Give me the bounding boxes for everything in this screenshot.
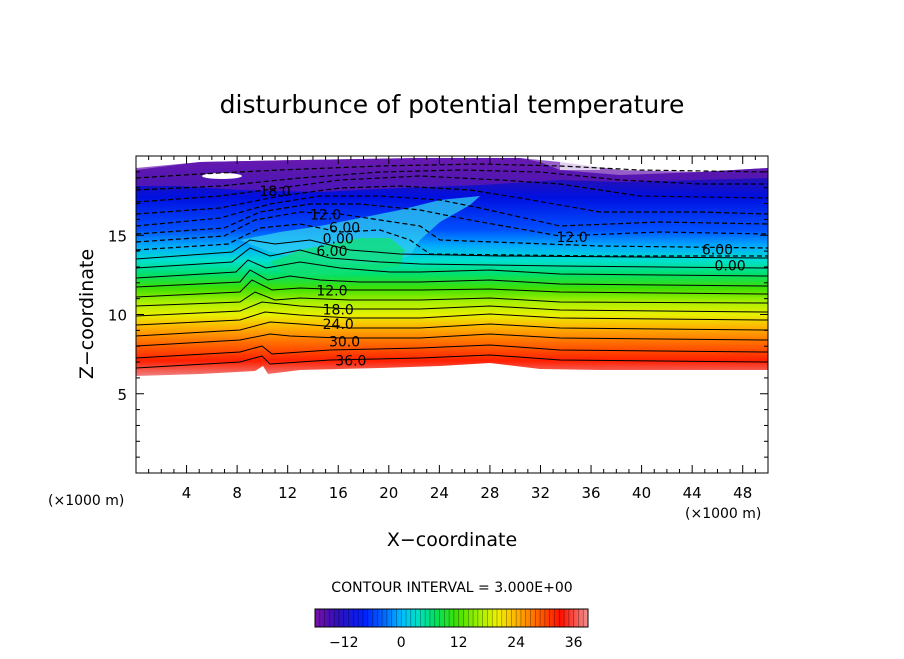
cyan-tongue bbox=[240, 196, 480, 264]
y-tick-label: 15 bbox=[108, 227, 127, 245]
contour-label: 6.00 bbox=[329, 220, 360, 236]
y-axis-label: Z−coordinate bbox=[76, 249, 98, 379]
x-tick-label: 8 bbox=[232, 484, 242, 502]
contour-neg-6 bbox=[136, 211, 768, 249]
x-tick-label: 28 bbox=[480, 484, 499, 502]
y-tick-label: 5 bbox=[117, 386, 127, 404]
x-axis: 4 8 12 16 20 24 28 32 36 40 44 48 bbox=[148, 156, 756, 502]
contour-15 bbox=[136, 279, 768, 298]
contour-lines-dashed bbox=[136, 163, 768, 257]
x-tick-label: 20 bbox=[379, 484, 398, 502]
contour-labels: 18.012.06.000.006.0012.018.024.030.036.0… bbox=[259, 184, 745, 370]
contour-6 bbox=[136, 247, 768, 269]
y-axis: 5 10 15 bbox=[108, 171, 768, 458]
contour-label: 0.00 bbox=[714, 258, 745, 274]
contour-label: 36.0 bbox=[335, 353, 366, 369]
x-tick-label: 12 bbox=[278, 484, 297, 502]
x-tick-label: 40 bbox=[632, 484, 651, 502]
contour-36 bbox=[136, 354, 768, 369]
colorbar-tick-label: 24 bbox=[507, 635, 525, 651]
contour-interval-text: CONTOUR INTERVAL = 3.000E+00 bbox=[331, 580, 572, 596]
contour-neg-18 bbox=[136, 175, 768, 203]
colorbar-tick-label: 0 bbox=[397, 635, 406, 651]
contour-field: 18.012.06.000.006.0012.018.024.030.036.0… bbox=[136, 158, 768, 376]
contour-label: 12.0 bbox=[310, 208, 341, 224]
colorbar-labels: −12 0 12 24 36 bbox=[329, 635, 583, 651]
upper-purple-band bbox=[136, 158, 768, 192]
colorbar-tick-label: 12 bbox=[450, 635, 468, 651]
contour-neg-3 bbox=[136, 223, 768, 257]
contour-label: 0.00 bbox=[323, 231, 354, 247]
x-axis-label: X−coordinate bbox=[387, 529, 517, 551]
colorbar-dividers bbox=[319, 609, 584, 627]
chart-title: disturbunce of potential temperature bbox=[220, 90, 685, 119]
colorbar-tick-label: 36 bbox=[565, 635, 583, 651]
colorbar-tick-label: −12 bbox=[329, 635, 359, 651]
x-tick-label: 32 bbox=[531, 484, 550, 502]
contour-neg-21 bbox=[136, 169, 768, 191]
contour-label: 18.0 bbox=[259, 184, 290, 200]
colorbar-fill bbox=[314, 608, 589, 628]
contour-label: 12.0 bbox=[316, 284, 347, 300]
x-tick-label: 36 bbox=[581, 484, 600, 502]
contour-12 bbox=[136, 269, 768, 288]
colorbar: −12 0 12 24 36 bbox=[314, 608, 589, 651]
contour-21 bbox=[136, 301, 768, 317]
contour-neg-24 bbox=[136, 163, 768, 179]
contour-lines bbox=[136, 239, 768, 369]
x-tick-label: 44 bbox=[683, 484, 702, 502]
contour-3 bbox=[136, 239, 768, 260]
contour-label: 24.0 bbox=[323, 317, 354, 333]
x-tick-label: 48 bbox=[733, 484, 752, 502]
contour-label: 6.00 bbox=[702, 243, 733, 259]
contour-label: 12.0 bbox=[556, 230, 587, 246]
contour-9 bbox=[136, 259, 768, 279]
x-unit-right: (×1000 m) bbox=[685, 506, 761, 522]
contour-label: 6.00 bbox=[316, 244, 347, 260]
y-tick-label: 10 bbox=[108, 307, 127, 325]
contour-30 bbox=[136, 333, 768, 347]
contour-24 bbox=[136, 311, 768, 326]
contour-label: 30.0 bbox=[329, 334, 360, 350]
contour-neg-15 bbox=[136, 185, 768, 215]
x-unit-left: (×1000 m) bbox=[48, 493, 124, 509]
green-blob bbox=[270, 238, 405, 276]
contour-27 bbox=[136, 321, 768, 337]
contour-neg-9 bbox=[136, 203, 768, 237]
x-tick-label: 16 bbox=[329, 484, 348, 502]
contour-label: 18.0 bbox=[323, 303, 354, 319]
x-tick-label: 24 bbox=[430, 484, 449, 502]
contour-18 bbox=[136, 291, 768, 307]
white-gap-left bbox=[202, 173, 242, 179]
contour-33 bbox=[136, 344, 768, 359]
x-tick-label: 4 bbox=[182, 484, 192, 502]
